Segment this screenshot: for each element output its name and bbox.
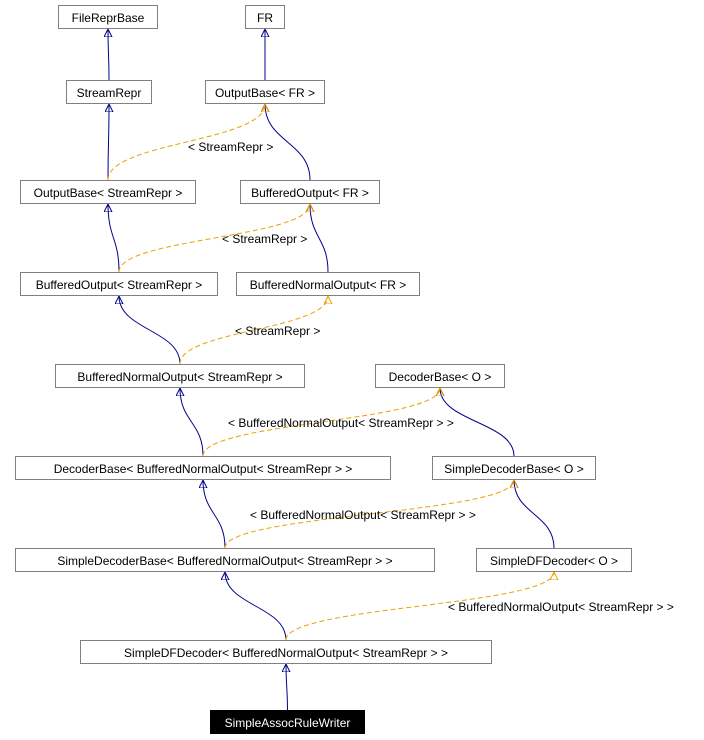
class-node-label: OutputBase< StreamRepr > bbox=[34, 186, 183, 200]
class-node-label: StreamRepr bbox=[77, 86, 142, 100]
template-arg-label: < BufferedNormalOutput< StreamRepr > > bbox=[228, 416, 454, 430]
class-node-label: DecoderBase< BufferedNormalOutput< Strea… bbox=[54, 462, 353, 476]
class-node-label: BufferedOutput< FR > bbox=[251, 186, 369, 200]
class-node-StreamRepr: StreamRepr bbox=[66, 80, 152, 104]
class-node-BufferedNOFR: BufferedNormalOutput< FR > bbox=[236, 272, 420, 296]
class-node-label: OutputBase< FR > bbox=[215, 86, 315, 100]
class-node-FileReprBase: FileReprBase bbox=[58, 5, 158, 29]
template-arg-label: < StreamRepr > bbox=[235, 324, 320, 338]
class-node-BufferedNOSR: BufferedNormalOutput< StreamRepr > bbox=[55, 364, 305, 388]
template-arg-label: < BufferedNormalOutput< StreamRepr > > bbox=[250, 508, 476, 522]
class-node-label: BufferedNormalOutput< StreamRepr > bbox=[77, 370, 282, 384]
class-node-SimpleDecoderBaseBNOSR: SimpleDecoderBase< BufferedNormalOutput<… bbox=[15, 548, 435, 572]
class-node-label: FileReprBase bbox=[72, 11, 145, 25]
class-node-DecoderBaseO: DecoderBase< O > bbox=[375, 364, 505, 388]
class-node-label: FR bbox=[257, 11, 273, 25]
class-node-label: DecoderBase< O > bbox=[389, 370, 492, 384]
class-node-BufferedOutputFR: BufferedOutput< FR > bbox=[240, 180, 380, 204]
class-node-label: SimpleDFDecoder< BufferedNormalOutput< S… bbox=[124, 646, 448, 660]
template-arg-label: < StreamRepr > bbox=[188, 140, 273, 154]
class-node-SimpleDFDecoderBNOSR: SimpleDFDecoder< BufferedNormalOutput< S… bbox=[80, 640, 492, 664]
class-node-DecoderBaseBNOSR: DecoderBase< BufferedNormalOutput< Strea… bbox=[15, 456, 391, 480]
inheritance-diagram: FileReprBase FR StreamRepr OutputBase< FR >… bbox=[0, 0, 704, 740]
class-node-label: BufferedOutput< StreamRepr > bbox=[36, 278, 203, 292]
class-node-BufferedOutputSR: BufferedOutput< StreamRepr > bbox=[20, 272, 218, 296]
class-node-OutputBaseFR: OutputBase< FR > bbox=[205, 80, 325, 104]
class-node-label: SimpleDecoderBase< BufferedNormalOutput<… bbox=[57, 554, 392, 568]
class-node-SimpleDFDecoderO: SimpleDFDecoder< O > bbox=[476, 548, 632, 572]
class-node-SimpleDecoderBaseO: SimpleDecoderBase< O > bbox=[432, 456, 596, 480]
class-node-label: SimpleDecoderBase< O > bbox=[444, 462, 583, 476]
class-node-SimpleAssocRuleWriter: SimpleAssocRuleWriter bbox=[210, 710, 365, 734]
class-node-label: SimpleDFDecoder< O > bbox=[490, 554, 618, 568]
class-node-label: SimpleAssocRuleWriter bbox=[225, 716, 351, 730]
template-arg-label: < BufferedNormalOutput< StreamRepr > > bbox=[448, 600, 674, 614]
class-node-FR: FR bbox=[245, 5, 285, 29]
class-node-OutputBaseSR: OutputBase< StreamRepr > bbox=[20, 180, 196, 204]
template-arg-label: < StreamRepr > bbox=[222, 232, 307, 246]
class-node-label: BufferedNormalOutput< FR > bbox=[250, 278, 407, 292]
